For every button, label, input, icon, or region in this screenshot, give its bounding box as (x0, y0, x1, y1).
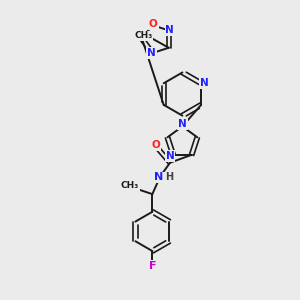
Text: O: O (152, 140, 161, 150)
Text: CH₃: CH₃ (121, 181, 139, 190)
Text: N: N (178, 119, 187, 130)
Text: CH₃: CH₃ (134, 32, 152, 40)
Text: O: O (149, 19, 158, 29)
Text: N: N (165, 26, 174, 35)
Text: F: F (148, 261, 156, 271)
Text: H: H (165, 172, 173, 182)
Text: N: N (154, 172, 163, 182)
Text: N: N (200, 78, 208, 88)
Text: N: N (147, 48, 156, 58)
Text: N: N (166, 151, 175, 161)
